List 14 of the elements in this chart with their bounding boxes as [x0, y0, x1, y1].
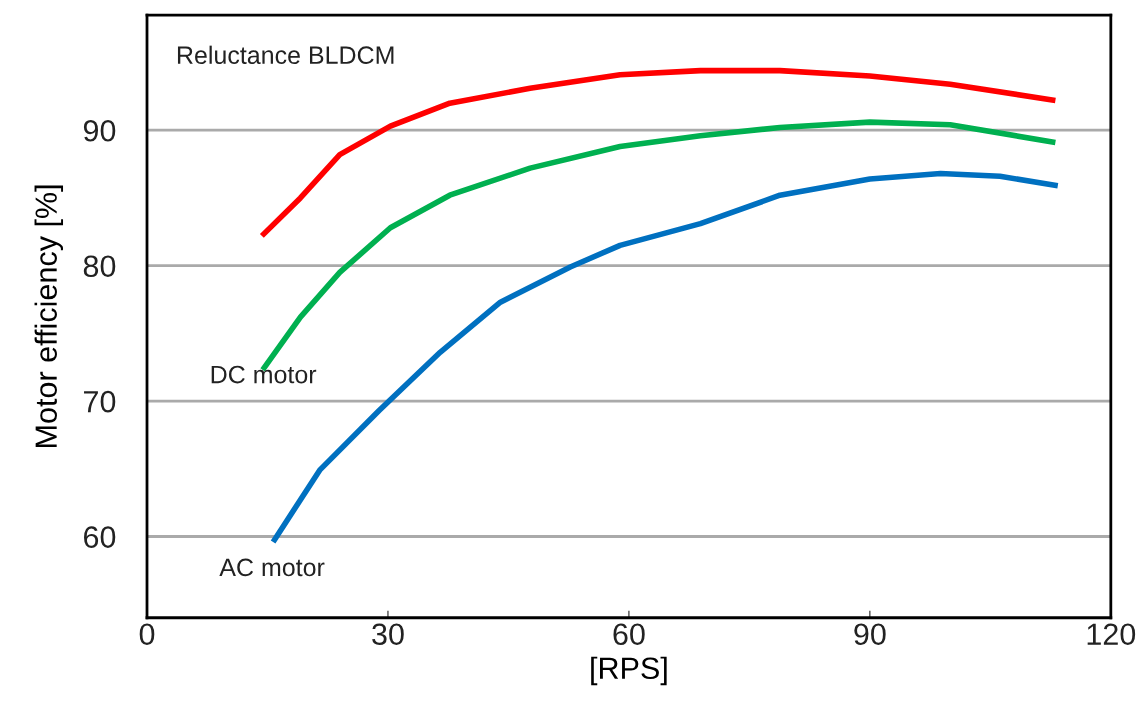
y-tick-label: 60 [84, 526, 116, 548]
x-tick-label: 30 [372, 623, 404, 646]
x-axis-title: [RPS] [591, 656, 667, 686]
x-tick-label: 120 [1087, 623, 1136, 646]
x-tick-label: 60 [613, 623, 645, 646]
text: Reluctance BLDCM [177, 45, 394, 65]
series-label: DC motor [211, 365, 317, 384]
x-tick-label: 0 [139, 623, 155, 646]
series-label: AC motor [219, 558, 325, 577]
y-axis-title: Motor efficiency [%] [34, 185, 64, 447]
x-tick-label: 90 [854, 623, 886, 646]
y-tick-label: 80 [83, 255, 116, 278]
y-tick-label: 70 [84, 390, 116, 413]
y-tick-label: 90 [83, 119, 116, 142]
